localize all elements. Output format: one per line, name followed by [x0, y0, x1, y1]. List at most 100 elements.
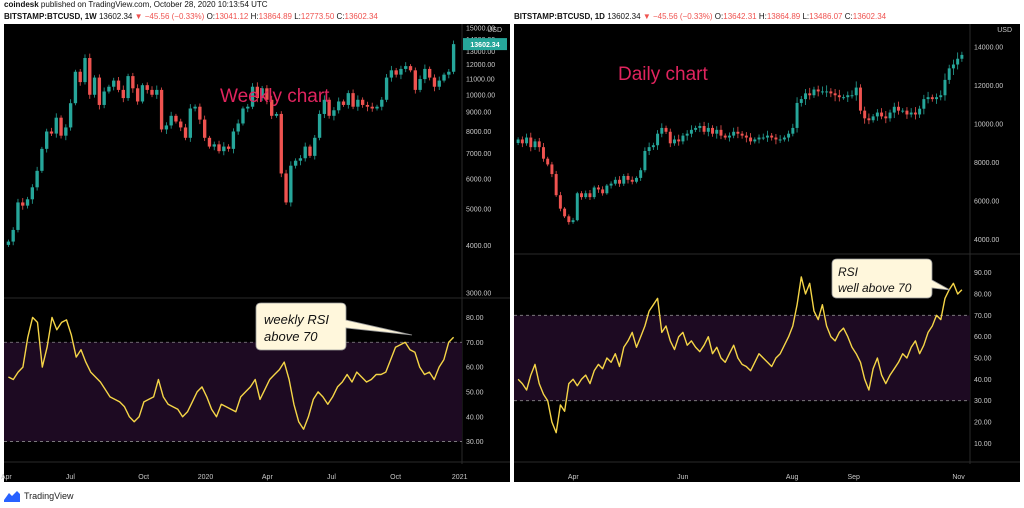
weekly-currency-label: USD	[487, 27, 502, 34]
weekly-candle-body	[92, 77, 97, 95]
daily-time-tick-label: Sep	[847, 474, 860, 481]
weekly-rsi-tick-label: 40.00	[466, 414, 484, 421]
weekly-candle-body	[112, 80, 116, 87]
weekly-candle-body	[116, 80, 121, 90]
left-close: 13602.34	[344, 12, 378, 21]
right-last-price: 13602.34	[607, 12, 641, 21]
daily-candle-body	[541, 147, 545, 159]
weekly-candle-body	[255, 86, 260, 99]
weekly-price-tick-label: 11000.00	[466, 77, 495, 84]
daily-rsi-tick-label: 80.00	[974, 292, 992, 299]
daily-rsi-callout-line-2: well above 70	[838, 281, 912, 295]
daily-candle-body	[563, 208, 567, 217]
weekly-candle-body	[45, 131, 49, 149]
daily-candle-body	[875, 112, 879, 117]
weekly-rsi-tick-label: 30.00	[466, 439, 484, 446]
daily-price-tick-label: 6000.00	[974, 198, 999, 205]
daily-candle-body	[808, 93, 812, 96]
daily-candle-body	[943, 79, 947, 96]
daily-candle-body	[909, 112, 913, 115]
weekly-candle-body	[284, 173, 288, 203]
daily-candle-body	[922, 99, 926, 109]
weekly-candle-body	[25, 199, 30, 206]
weekly-candle-body	[447, 71, 451, 75]
weekly-candle-body	[30, 187, 35, 200]
daily-candle-body	[630, 179, 634, 182]
daily-candle-body	[618, 179, 622, 184]
weekly-candle-body	[346, 93, 350, 105]
tradingview-logo-icon	[4, 491, 20, 502]
weekly-rsi-tick-label: 50.00	[466, 389, 484, 396]
weekly-candle-body	[207, 137, 212, 147]
daily-currency-label: USD	[997, 27, 1012, 34]
weekly-candle-body	[183, 127, 188, 138]
daily-candle-body	[656, 133, 660, 146]
right-l-label: L:	[802, 12, 810, 21]
left-low: 12773.50	[300, 12, 335, 21]
weekly-candle-body	[135, 88, 140, 102]
weekly-time-tick-label: Apr	[1, 474, 13, 481]
weekly-candle-body	[298, 158, 303, 161]
daily-candle-body	[761, 137, 765, 139]
daily-candle-body	[550, 164, 554, 175]
daily-candle-body	[837, 95, 841, 98]
weekly-time-tick-label: Jul	[327, 474, 336, 481]
daily-price-tick-label: 4000.00	[974, 237, 999, 244]
daily-candle-body	[799, 99, 803, 103]
weekly-time-tick-label: Jul	[66, 474, 75, 481]
daily-candle-body	[694, 127, 698, 130]
weekly-candle-body	[356, 99, 360, 107]
daily-candle-body	[554, 174, 558, 196]
weekly-chart-annotation: Weekly chart	[220, 86, 330, 107]
weekly-rsi-callout-line-2: above 70	[264, 329, 318, 344]
daily-candle-body	[753, 139, 757, 142]
left-change: ▼ −45.56 (−0.33%)	[134, 12, 205, 21]
weekly-rsi-callout: weekly RSI above 70	[255, 302, 413, 351]
daily-candle-body	[765, 135, 769, 138]
weekly-candle-body	[437, 80, 441, 87]
weekly-candle-body	[49, 131, 54, 134]
daily-candle-body	[930, 97, 934, 100]
weekly-candle-body	[159, 89, 164, 130]
daily-candle-body	[913, 112, 917, 115]
left-open: 13041.12	[215, 12, 249, 21]
tradingview-brand[interactable]: TradingView	[4, 488, 74, 504]
weekly-candle-body	[241, 108, 245, 124]
weekly-candle-body	[418, 79, 422, 90]
daily-candle-body	[639, 170, 643, 178]
right-high: 13864.89	[766, 12, 801, 21]
daily-candle-body	[601, 189, 605, 194]
weekly-candle-body	[246, 106, 250, 109]
daily-candle-body	[770, 135, 774, 138]
daily-candle-body	[567, 216, 571, 223]
weekly-candle-body	[78, 71, 82, 83]
weekly-rsi-tick-label: 60.00	[466, 365, 484, 372]
weekly-candle-body	[370, 106, 374, 109]
weekly-candle-body	[260, 88, 264, 99]
daily-candle-body	[960, 54, 964, 59]
daily-chart-annotation: Daily chart	[618, 64, 708, 85]
weekly-price-tick-label: 8000.00	[466, 129, 491, 136]
weekly-rsi-callout-bubble	[255, 302, 413, 351]
weekly-candle-body	[360, 99, 365, 105]
weekly-candle-body	[155, 89, 159, 95]
weekly-candle-body	[226, 146, 231, 149]
weekly-candle-body	[423, 68, 427, 80]
weekly-candle-body	[169, 115, 173, 126]
weekly-candle-body	[341, 101, 346, 105]
daily-candle-body	[787, 133, 791, 138]
daily-candle-body	[791, 127, 795, 134]
weekly-candle-body	[198, 106, 202, 120]
daily-candle-body	[546, 158, 550, 165]
weekly-candle-body	[179, 121, 183, 128]
weekly-candle-body	[274, 113, 279, 116]
weekly-candle-body	[54, 117, 58, 134]
publish-info: coindesk published on TradingView.com, O…	[4, 0, 268, 9]
weekly-candle-body	[40, 148, 44, 171]
weekly-candle-body	[231, 131, 236, 149]
daily-candle-body	[871, 116, 875, 121]
daily-candle-body	[609, 183, 613, 186]
daily-candle-body	[863, 110, 867, 119]
daily-rsi-callout: RSI well above 70	[831, 258, 951, 299]
daily-candle-body	[732, 131, 736, 136]
